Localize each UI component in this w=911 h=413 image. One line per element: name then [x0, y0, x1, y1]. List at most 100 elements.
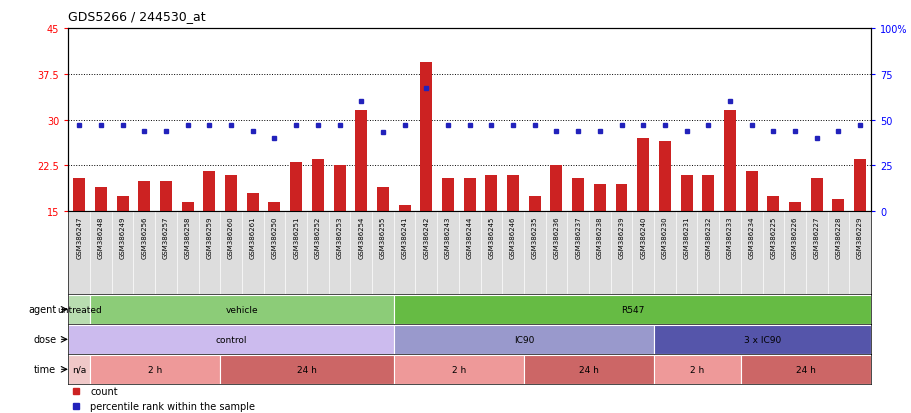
Bar: [394, 325, 653, 354]
Bar: [181, 202, 193, 211]
Bar: [355, 111, 367, 211]
Text: untreated: untreated: [56, 305, 101, 314]
Bar: [68, 355, 90, 384]
Text: 2 h: 2 h: [451, 365, 466, 374]
Text: GSM386233: GSM386233: [726, 216, 732, 258]
Text: GSM386256: GSM386256: [141, 216, 148, 258]
Bar: [528, 197, 540, 211]
Bar: [550, 166, 562, 211]
Text: vehicle: vehicle: [225, 305, 258, 314]
Text: GSM386241: GSM386241: [401, 216, 407, 258]
Bar: [203, 172, 215, 211]
Text: 24 h: 24 h: [578, 365, 599, 374]
Text: dose: dose: [33, 335, 56, 344]
Text: GSM386250: GSM386250: [271, 216, 277, 258]
Bar: [290, 163, 302, 211]
Text: GSM386251: GSM386251: [292, 216, 299, 258]
Text: GSM386227: GSM386227: [813, 216, 819, 258]
Bar: [593, 184, 605, 211]
Bar: [90, 295, 394, 324]
Text: GSM386242: GSM386242: [423, 216, 429, 258]
Bar: [268, 202, 280, 211]
Bar: [333, 166, 345, 211]
Text: 2 h: 2 h: [148, 365, 162, 374]
Text: GSM386257: GSM386257: [163, 216, 169, 258]
Text: GSM386236: GSM386236: [553, 216, 558, 258]
Bar: [73, 178, 85, 211]
Text: GSM386237: GSM386237: [575, 216, 580, 258]
Text: GSM386258: GSM386258: [185, 216, 190, 258]
Text: GDS5266 / 244530_at: GDS5266 / 244530_at: [68, 10, 206, 23]
Text: GSM386253: GSM386253: [336, 216, 343, 258]
Bar: [659, 142, 670, 211]
Bar: [523, 355, 653, 384]
Bar: [680, 175, 691, 211]
Text: percentile rank within the sample: percentile rank within the sample: [90, 401, 255, 411]
Text: agent: agent: [28, 305, 56, 315]
Text: IC90: IC90: [513, 335, 534, 344]
Bar: [398, 206, 410, 211]
Bar: [653, 325, 870, 354]
Text: GSM386260: GSM386260: [228, 216, 234, 258]
Bar: [394, 355, 523, 384]
Bar: [220, 355, 394, 384]
Bar: [420, 62, 432, 211]
Text: 3 x IC90: 3 x IC90: [743, 335, 781, 344]
Text: GSM386240: GSM386240: [640, 216, 646, 258]
Bar: [90, 355, 220, 384]
Bar: [442, 178, 454, 211]
Bar: [95, 187, 107, 211]
Text: GSM386247: GSM386247: [77, 216, 82, 258]
Text: GSM386246: GSM386246: [509, 216, 516, 258]
Bar: [723, 111, 735, 211]
Text: GSM386234: GSM386234: [748, 216, 753, 258]
Text: GSM386259: GSM386259: [206, 216, 212, 258]
Bar: [394, 295, 870, 324]
Bar: [615, 184, 627, 211]
Bar: [247, 193, 259, 211]
Bar: [138, 181, 150, 211]
Text: GSM386243: GSM386243: [445, 216, 451, 258]
Bar: [571, 178, 583, 211]
Bar: [740, 355, 870, 384]
Text: count: count: [90, 386, 118, 396]
Bar: [701, 175, 713, 211]
Bar: [507, 175, 518, 211]
Bar: [159, 181, 172, 211]
Text: GSM386238: GSM386238: [596, 216, 602, 258]
Bar: [832, 199, 844, 211]
Bar: [376, 187, 388, 211]
Text: GSM386229: GSM386229: [856, 216, 862, 258]
Text: R547: R547: [620, 305, 643, 314]
Text: GSM386230: GSM386230: [661, 216, 667, 258]
Text: GSM386231: GSM386231: [683, 216, 689, 258]
Text: n/a: n/a: [72, 365, 87, 374]
Text: control: control: [215, 335, 247, 344]
Bar: [854, 160, 865, 211]
Text: GSM386255: GSM386255: [380, 216, 385, 258]
Bar: [766, 197, 779, 211]
Bar: [653, 355, 740, 384]
Bar: [68, 295, 90, 324]
Bar: [637, 138, 649, 211]
Text: GSM386226: GSM386226: [791, 216, 797, 258]
Bar: [117, 197, 128, 211]
Text: GSM386225: GSM386225: [770, 216, 775, 258]
Bar: [745, 172, 757, 211]
Text: GSM386244: GSM386244: [466, 216, 472, 258]
Bar: [312, 160, 323, 211]
Text: GSM386248: GSM386248: [97, 216, 104, 258]
Text: GSM386249: GSM386249: [119, 216, 126, 258]
Text: GSM386261: GSM386261: [250, 216, 255, 258]
Text: GSM386245: GSM386245: [487, 216, 494, 258]
Bar: [485, 175, 496, 211]
Text: GSM386254: GSM386254: [358, 216, 363, 258]
Bar: [225, 175, 237, 211]
Bar: [68, 325, 394, 354]
Text: GSM386252: GSM386252: [314, 216, 321, 258]
Text: 24 h: 24 h: [297, 365, 317, 374]
Text: GSM386232: GSM386232: [704, 216, 711, 258]
Bar: [788, 202, 800, 211]
Bar: [463, 178, 476, 211]
Text: GSM386228: GSM386228: [834, 216, 841, 258]
